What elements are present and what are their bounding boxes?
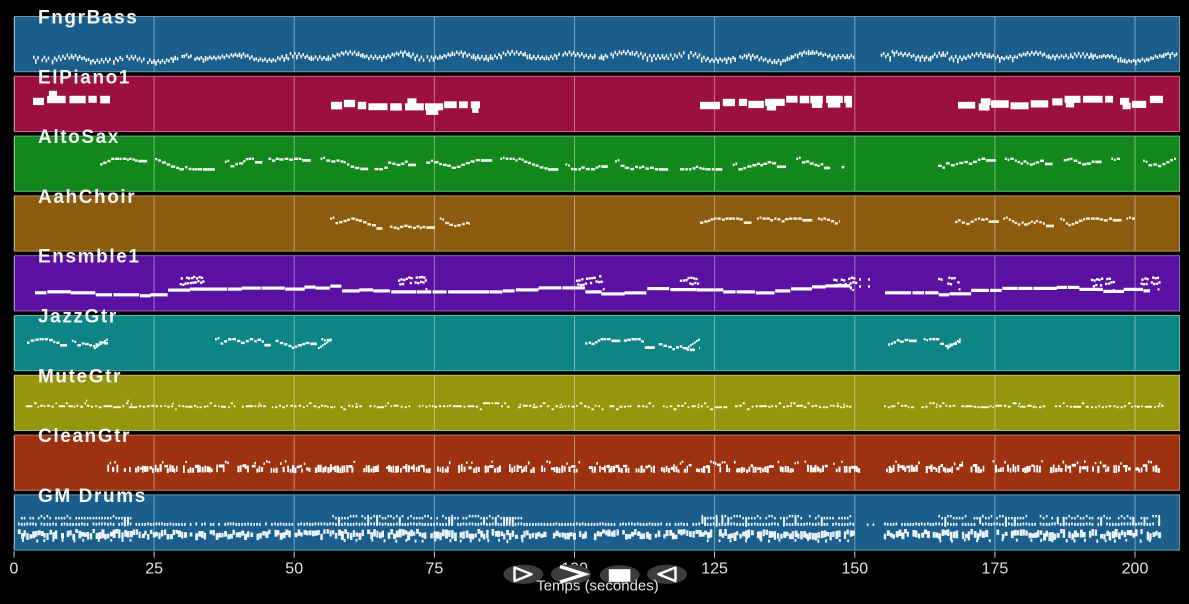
svg-text:200: 200 [1122,561,1149,578]
svg-text:AahChoir: AahChoir [38,187,136,208]
svg-text:FngrBass: FngrBass [38,8,138,29]
svg-text:0: 0 [10,561,19,578]
svg-text:Ensmble1: Ensmble1 [38,247,141,268]
svg-text:AltoSax: AltoSax [38,127,120,148]
svg-text:50: 50 [285,561,303,578]
svg-text:150: 150 [841,561,868,578]
svg-text:GM Drums: GM Drums [38,486,147,507]
svg-text:125: 125 [701,561,728,578]
svg-text:25: 25 [145,561,163,578]
svg-text:MuteGtr: MuteGtr [38,366,122,387]
svg-text:CleanGtr: CleanGtr [38,426,131,447]
svg-text:JazzGtr: JazzGtr [38,307,118,328]
svg-text:ElPiano1: ElPiano1 [38,67,131,88]
svg-text:Temps (secondes): Temps (secondes) [536,578,659,595]
svg-text:75: 75 [426,561,444,578]
svg-text:175: 175 [982,561,1009,578]
